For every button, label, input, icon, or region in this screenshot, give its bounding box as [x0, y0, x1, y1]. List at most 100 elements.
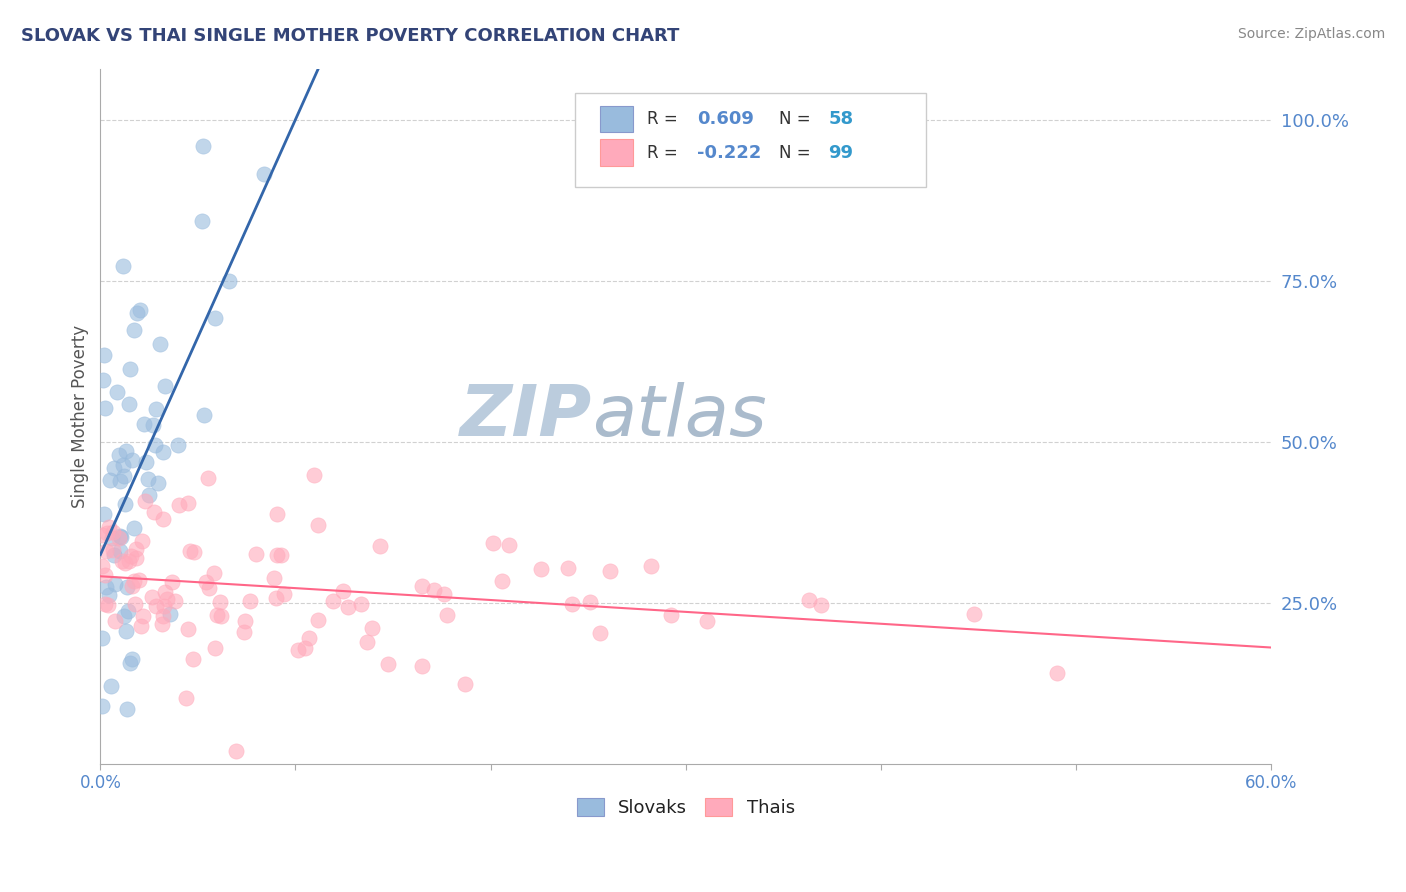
Point — [195, 575, 218, 590]
Point — [579, 595, 602, 609]
Point — [193, 408, 215, 422]
Point — [270, 548, 292, 562]
Point — [93, 507, 115, 521]
Point — [167, 438, 190, 452]
Point — [263, 571, 285, 585]
Point — [117, 604, 139, 618]
Point — [160, 575, 183, 590]
Point — [149, 336, 172, 351]
Point — [1045, 665, 1067, 680]
Point — [145, 599, 167, 614]
Point — [124, 574, 146, 589]
Point — [561, 597, 583, 611]
FancyBboxPatch shape — [575, 93, 925, 186]
Point — [294, 640, 316, 655]
Point — [307, 517, 329, 532]
Point — [138, 488, 160, 502]
Point — [114, 556, 136, 570]
Point — [337, 600, 360, 615]
Text: ZIP: ZIP — [460, 382, 592, 450]
Point — [204, 311, 226, 326]
Point — [91, 373, 114, 387]
Text: R =: R = — [647, 111, 678, 128]
Point — [115, 624, 138, 638]
Point — [307, 613, 329, 627]
Point — [111, 554, 134, 568]
Point — [110, 530, 132, 544]
Point — [96, 525, 118, 540]
Point — [108, 531, 131, 545]
Point — [266, 549, 288, 563]
Point — [103, 461, 125, 475]
Point — [152, 444, 174, 458]
Point — [104, 577, 127, 591]
Point — [152, 609, 174, 624]
Point — [193, 139, 215, 153]
Point — [98, 520, 121, 534]
Legend: Slovaks, Thais: Slovaks, Thais — [569, 790, 801, 824]
Point — [101, 542, 124, 557]
Text: SLOVAK VS THAI SINGLE MOTHER POVERTY CORRELATION CHART: SLOVAK VS THAI SINGLE MOTHER POVERTY COR… — [21, 27, 679, 45]
Point — [145, 402, 167, 417]
Point — [97, 588, 120, 602]
Point — [152, 599, 174, 613]
Point — [163, 594, 186, 608]
Point — [124, 323, 146, 337]
FancyBboxPatch shape — [600, 139, 633, 166]
Point — [117, 554, 139, 568]
Point — [131, 534, 153, 549]
Point — [225, 744, 247, 758]
Point — [155, 378, 177, 392]
Point — [91, 631, 114, 645]
Point — [159, 607, 181, 621]
Point — [332, 584, 354, 599]
Point — [125, 550, 148, 565]
Point — [810, 598, 832, 612]
Point — [129, 618, 152, 632]
Point — [191, 213, 214, 227]
Point — [114, 497, 136, 511]
Point — [122, 521, 145, 535]
Point — [103, 548, 125, 562]
Point — [91, 699, 114, 714]
Point — [491, 574, 513, 588]
Point — [422, 582, 444, 597]
Point — [98, 473, 121, 487]
Point — [153, 585, 176, 599]
Point — [112, 458, 135, 472]
Point — [411, 658, 433, 673]
Point — [125, 306, 148, 320]
Point — [132, 608, 155, 623]
Point — [93, 348, 115, 362]
Text: -0.222: -0.222 — [697, 144, 762, 161]
Point — [100, 680, 122, 694]
Point — [91, 528, 114, 542]
Point — [150, 617, 173, 632]
Point — [198, 582, 221, 596]
Point — [202, 566, 225, 580]
Point — [253, 167, 276, 181]
Point — [118, 397, 141, 411]
Point — [143, 505, 166, 519]
Point — [482, 536, 505, 550]
Point — [239, 594, 262, 608]
Point — [179, 543, 201, 558]
Point — [124, 598, 146, 612]
Point — [588, 626, 610, 640]
Point — [143, 438, 166, 452]
Point — [207, 607, 229, 622]
Text: atlas: atlas — [592, 382, 766, 450]
Point — [117, 702, 139, 716]
Text: N =: N = — [779, 111, 811, 128]
Point — [132, 417, 155, 432]
FancyBboxPatch shape — [600, 106, 633, 133]
Point — [142, 418, 165, 433]
Point — [209, 595, 232, 609]
Point — [120, 549, 142, 563]
Point — [115, 443, 138, 458]
Point — [125, 541, 148, 556]
Point — [128, 302, 150, 317]
Point — [411, 578, 433, 592]
Point — [377, 657, 399, 672]
Point — [136, 472, 159, 486]
